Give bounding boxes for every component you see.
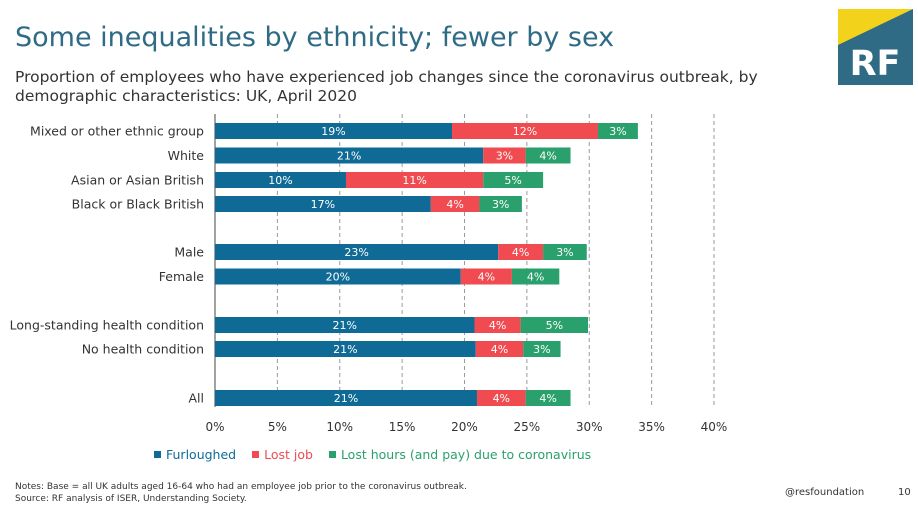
bar-segment [215,341,476,357]
data-label: 4% [489,319,506,332]
data-label: 19% [321,125,345,138]
data-label: 12% [513,125,537,138]
data-label: 3% [533,343,550,356]
data-label: 21% [337,150,361,163]
notes-text: Notes: Base = all UK adults aged 16-64 w… [15,482,467,492]
data-label: 4% [539,392,556,405]
legend-swatch [328,451,336,458]
bar-segment [215,268,461,285]
x-tick-label: 40% [701,420,728,434]
bar-segment [430,196,480,212]
bar-segment [525,147,571,164]
bar-segment [215,123,453,139]
data-label: 4% [493,392,510,405]
x-tick-label: 10% [326,420,353,434]
category-label: Black or Black British [72,197,204,212]
page-subtitle: Proportion of employees who have experie… [15,68,758,105]
category-label: Asian or Asian British [71,173,204,188]
data-label: 4% [446,198,463,211]
logo-yellow-triangle [838,9,913,45]
data-label: 23% [344,246,368,259]
bar-segment [511,268,560,285]
category-label: White [168,148,205,163]
bar-segment [215,147,484,164]
bar-segment [597,123,638,139]
category-label: Male [174,245,204,260]
category-labels: Mixed or other ethnic group White Asian or… [10,124,205,406]
data-label: 21% [333,319,357,332]
bar-segment [525,390,571,406]
source-text: Source: RF analysis of ISER, Understandi… [15,493,247,504]
legend-swatch [252,451,260,458]
x-axis-ticks: 0% 5% 10% 15% 20% 25% 30% 35% 40% [205,420,727,434]
bar-segment [215,196,431,212]
data-label: 21% [334,392,358,405]
data-label: 4% [527,271,544,284]
bar-segment [476,390,526,406]
data-label: 17% [311,198,335,211]
x-tick-label: 30% [576,420,603,434]
category-label: All [189,391,205,406]
bar-segment [479,196,522,212]
rf-logo: RF [838,9,913,85]
legend-item: Lost job [252,447,313,462]
bar-segment [215,317,475,333]
category-label: No health condition [82,342,204,357]
category-label: Female [159,269,205,284]
bar-segment [483,172,544,188]
bar-segment [215,172,346,188]
bars: 19% 12% 3%21% 3% 4%10% 11% 5%17% 4% 3%23% 4% 3%20%… [215,123,638,406]
logo-text: RF [850,44,901,84]
notes: Notes: Base = all UK adults aged 16-64 w… [15,482,467,505]
x-tick-label: 15% [389,420,416,434]
bar-segment [523,341,561,357]
x-tick-label: 0% [205,420,224,434]
x-tick-label: 35% [638,420,665,434]
data-label: 5% [504,174,521,187]
bar-segment [215,390,477,406]
bar-segment [460,268,512,285]
legend-label: Furloughed [166,447,237,462]
data-label: 3% [556,246,573,259]
legend: Furloughed Lost job Lost hours (and pay) d… [154,447,591,462]
data-label: 20% [326,271,350,284]
bar-segment [345,172,484,188]
bar-segment [543,244,587,260]
legend-label: Lost hours (and pay) due to coronavirus [340,447,592,462]
bar-segment [474,317,521,333]
data-label: 4% [512,246,529,259]
bar-segment [452,123,598,139]
category-label: Long-standing health condition [10,318,204,333]
bar-segment [520,317,589,333]
legend-item: Lost hours (and pay) due to coronavirus [328,447,592,462]
bar-segment [215,244,499,260]
legend-label: Lost job [264,447,313,462]
x-tick-label: 25% [514,420,541,434]
data-label: 11% [402,174,426,187]
category-label: Mixed or other ethnic group [30,124,204,139]
legend-swatch [154,451,161,458]
data-label: 4% [539,150,556,163]
data-label: 4% [491,343,508,356]
data-label: 3% [609,125,626,138]
bar-segment [498,244,544,260]
data-label: 21% [333,343,357,356]
data-label: 3% [496,150,513,163]
social-handle: @resfoundation [785,487,865,498]
data-label: 3% [492,198,509,211]
page-title: Some inequalities by ethnicity; fewer by… [15,22,615,53]
legend-item: Furloughed [154,447,236,462]
bar-segment [483,147,526,164]
page-number: 10 [898,487,911,498]
bar-segment [475,341,524,357]
data-label: 4% [478,271,495,284]
data-label: 10% [268,174,292,187]
stacked-bar-chart: 19% 12% 3%21% 3% 4%10% 11% 5%17% 4% 3%23% 4% 3%20%… [10,114,727,434]
x-tick-label: 5% [268,420,287,434]
data-label: 5% [546,319,563,332]
x-tick-label: 20% [451,420,478,434]
